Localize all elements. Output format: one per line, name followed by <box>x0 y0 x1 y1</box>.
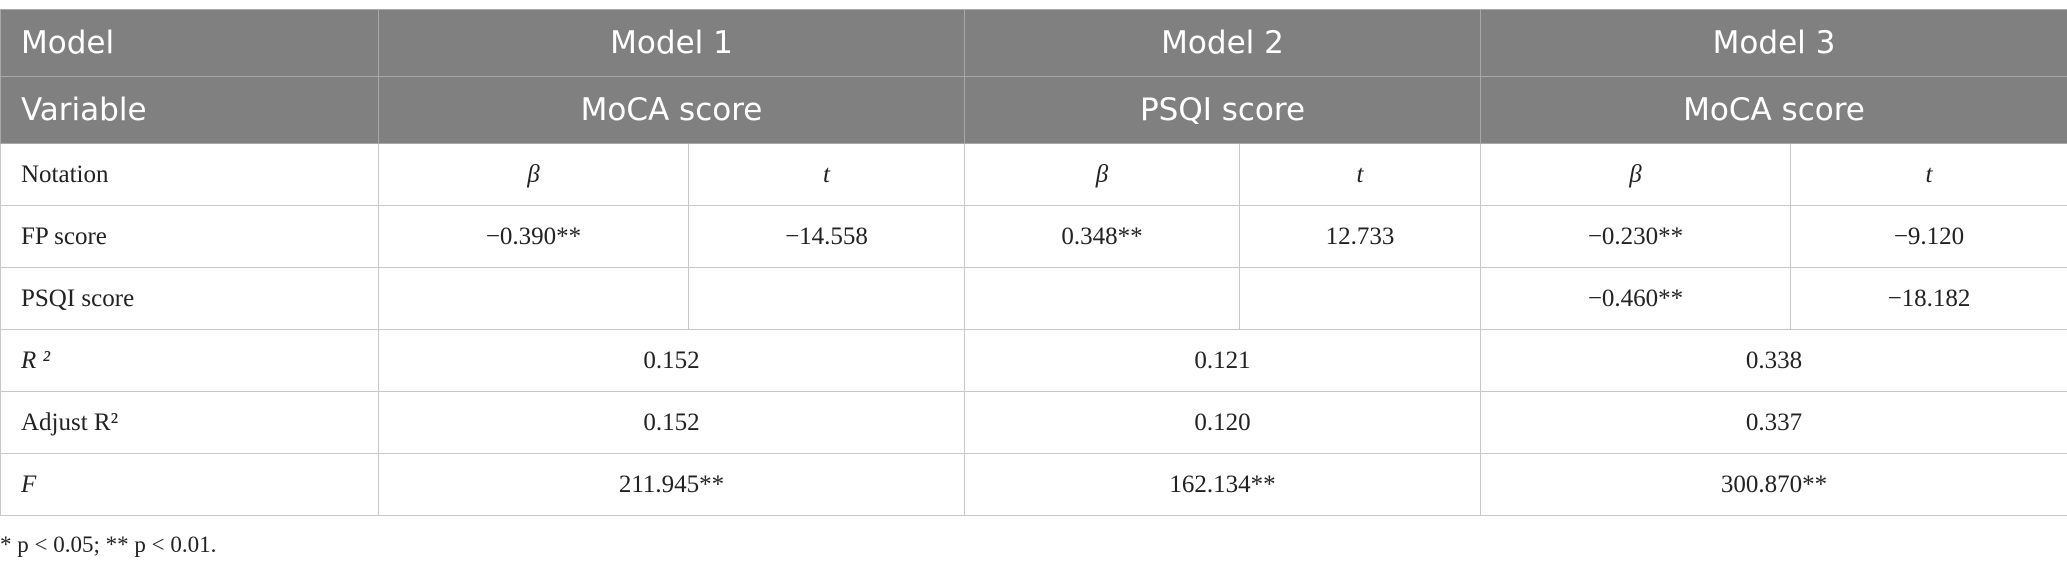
header-row: Model Model 1 Model 2 Model 3 <box>0 9 2067 77</box>
cell: −14.558 <box>688 205 965 268</box>
cell: t <box>1239 143 1481 206</box>
cell: β <box>1480 143 1791 206</box>
cell <box>1239 267 1481 330</box>
header-cell: MoCA score <box>1480 76 2067 144</box>
row-label: F <box>0 453 379 516</box>
results-table: Model Model 1 Model 2 Model 3 Variable MoCA s… <box>0 9 2067 516</box>
header-cell: Model 3 <box>1480 9 2067 77</box>
header-cell: Variable <box>0 76 379 144</box>
cell: 12.733 <box>1239 205 1481 268</box>
cell: 0.152 <box>378 329 965 392</box>
header-row: Variable MoCA score PSQI score MoCA score <box>0 76 2067 144</box>
row-label: Adjust R² <box>0 391 379 454</box>
row-label: PSQI score <box>0 267 379 330</box>
row-label: Notation <box>0 143 379 206</box>
cell: 162.134** <box>964 453 1481 516</box>
cell <box>378 267 689 330</box>
cell: 0.337 <box>1480 391 2067 454</box>
cell: 0.338 <box>1480 329 2067 392</box>
cell: −9.120 <box>1790 205 2067 268</box>
cell: t <box>1790 143 2067 206</box>
body-row: F 211.945** 162.134** 300.870** <box>0 453 2067 516</box>
cell: 0.348** <box>964 205 1240 268</box>
body-row: Adjust R² 0.152 0.120 0.337 <box>0 391 2067 454</box>
cell <box>688 267 965 330</box>
body-row: R ² 0.152 0.121 0.338 <box>0 329 2067 392</box>
header-cell: MoCA score <box>378 76 965 144</box>
cell: 300.870** <box>1480 453 2067 516</box>
row-label: FP score <box>0 205 379 268</box>
body-row: PSQI score −0.460** −18.182 <box>0 267 2067 330</box>
row-label: R ² <box>0 329 379 392</box>
cell: β <box>964 143 1240 206</box>
cell: 0.152 <box>378 391 965 454</box>
header-cell: Model 2 <box>964 9 1481 77</box>
cell: 0.121 <box>964 329 1481 392</box>
body-row: FP score −0.390** −14.558 0.348** 12.733 −0.2… <box>0 205 2067 268</box>
cell: t <box>688 143 965 206</box>
cell: −18.182 <box>1790 267 2067 330</box>
cell: β <box>378 143 689 206</box>
body-row: Notation β t β t β t <box>0 143 2067 206</box>
footnote: * p < 0.05; ** p < 0.01. <box>0 532 217 557</box>
cell: 0.120 <box>964 391 1481 454</box>
cell: 211.945** <box>378 453 965 516</box>
header-cell: Model 1 <box>378 9 965 77</box>
cell: −0.390** <box>378 205 689 268</box>
header-cell: PSQI score <box>964 76 1481 144</box>
cell: −0.460** <box>1480 267 1791 330</box>
header-cell: Model <box>0 9 379 77</box>
cell <box>964 267 1240 330</box>
cell: −0.230** <box>1480 205 1791 268</box>
